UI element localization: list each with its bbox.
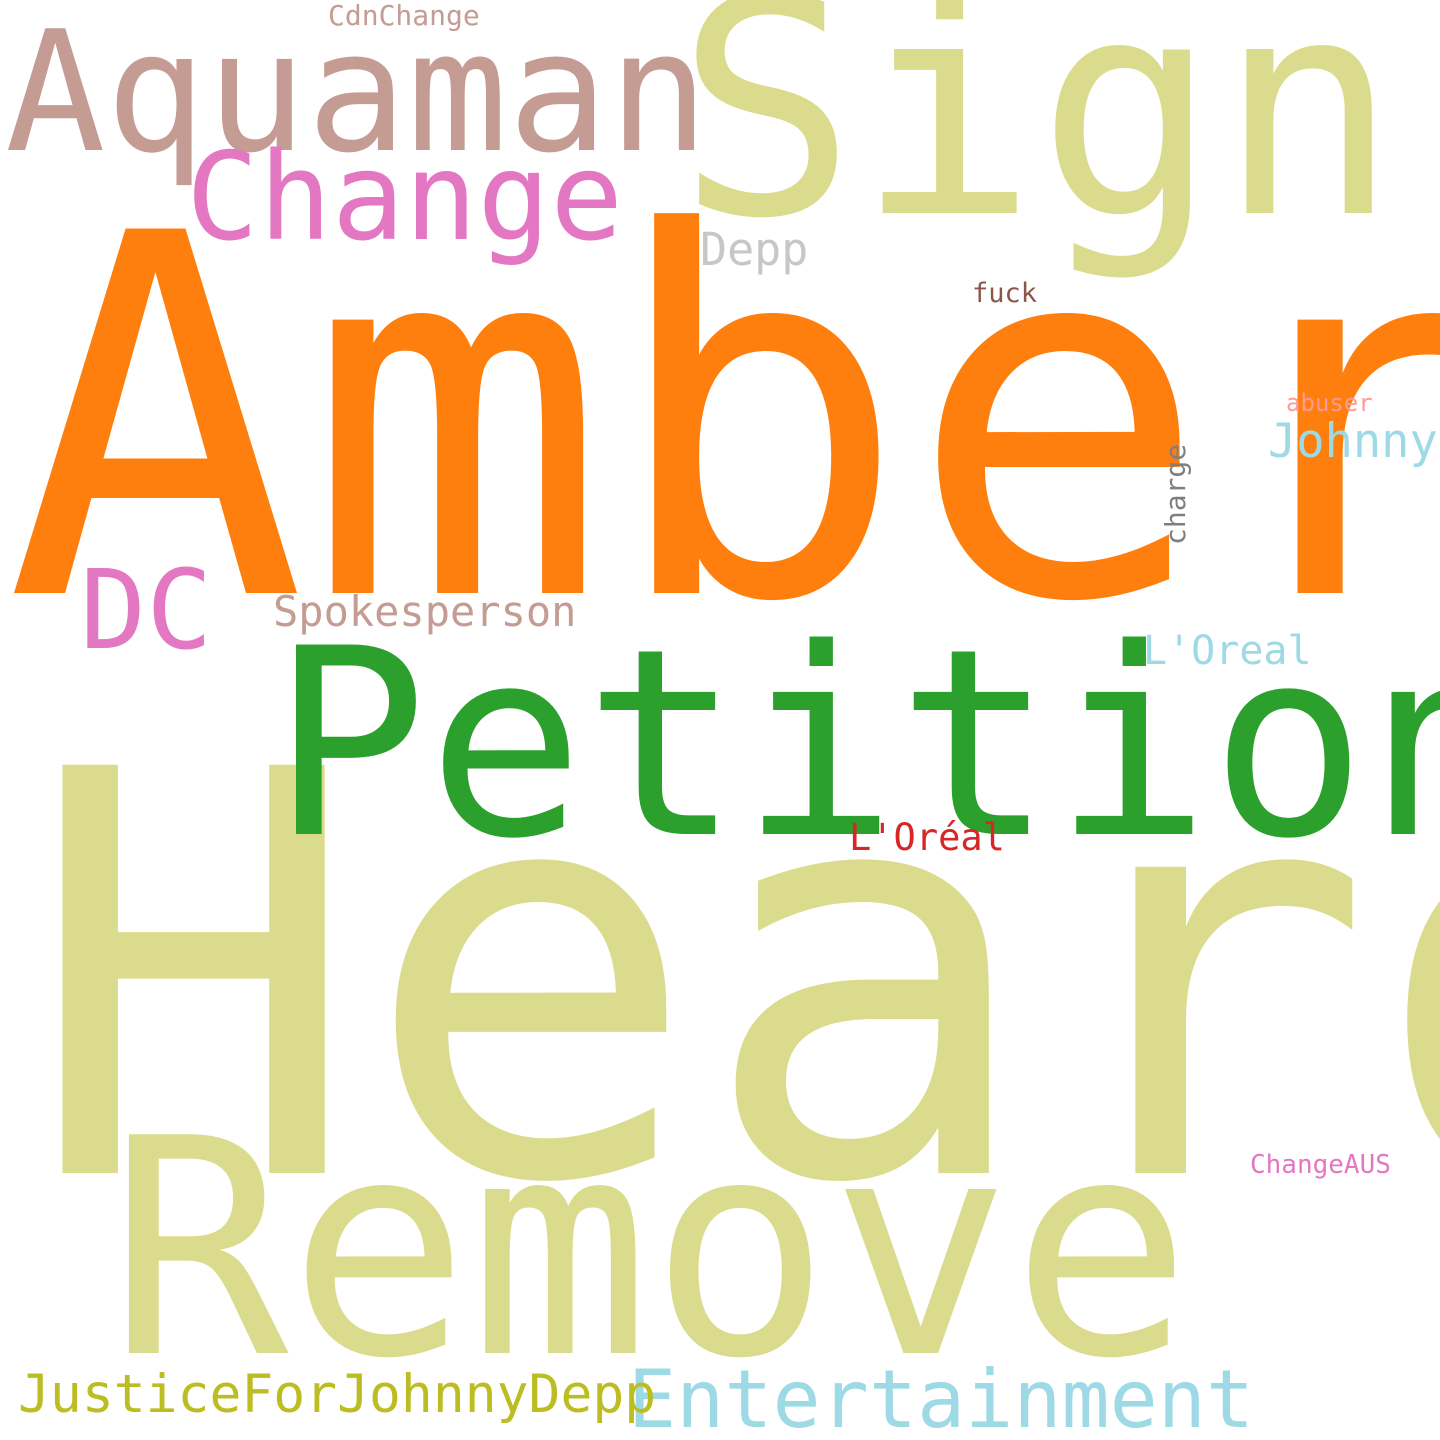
word-changeaus: ChangeAUS [1250,1150,1391,1180]
word-spokesperson: Spokesperson [273,587,577,636]
word-remove: Remove [108,1075,1192,1424]
word-petition: Petition [271,594,1440,896]
word-abuser: abuser [1286,389,1373,417]
word-amber: Amber [5,129,1440,711]
word-justicefor-johnnydepp: JusticeForJohnnyDepp [18,1364,657,1425]
word-loreal: L'Oreal [1143,628,1312,674]
word-charge: charge [1159,443,1192,545]
word-cdnchange: CdnChange [328,0,480,32]
word-fuck: fuck [972,278,1038,309]
word-aquaman: Aquaman [5,0,709,190]
word-change: Change [186,127,624,268]
word-entertainment: Entertainment [628,1353,1255,1440]
word-sign: Sign [676,0,1399,284]
word-depp: Depp [700,223,809,276]
word-dc: DC [80,546,213,674]
word-loreal-accented: L'Oréal [849,816,1005,859]
word-heard: Heard [25,654,1440,1306]
word-johnny: Johnny [1268,414,1438,469]
